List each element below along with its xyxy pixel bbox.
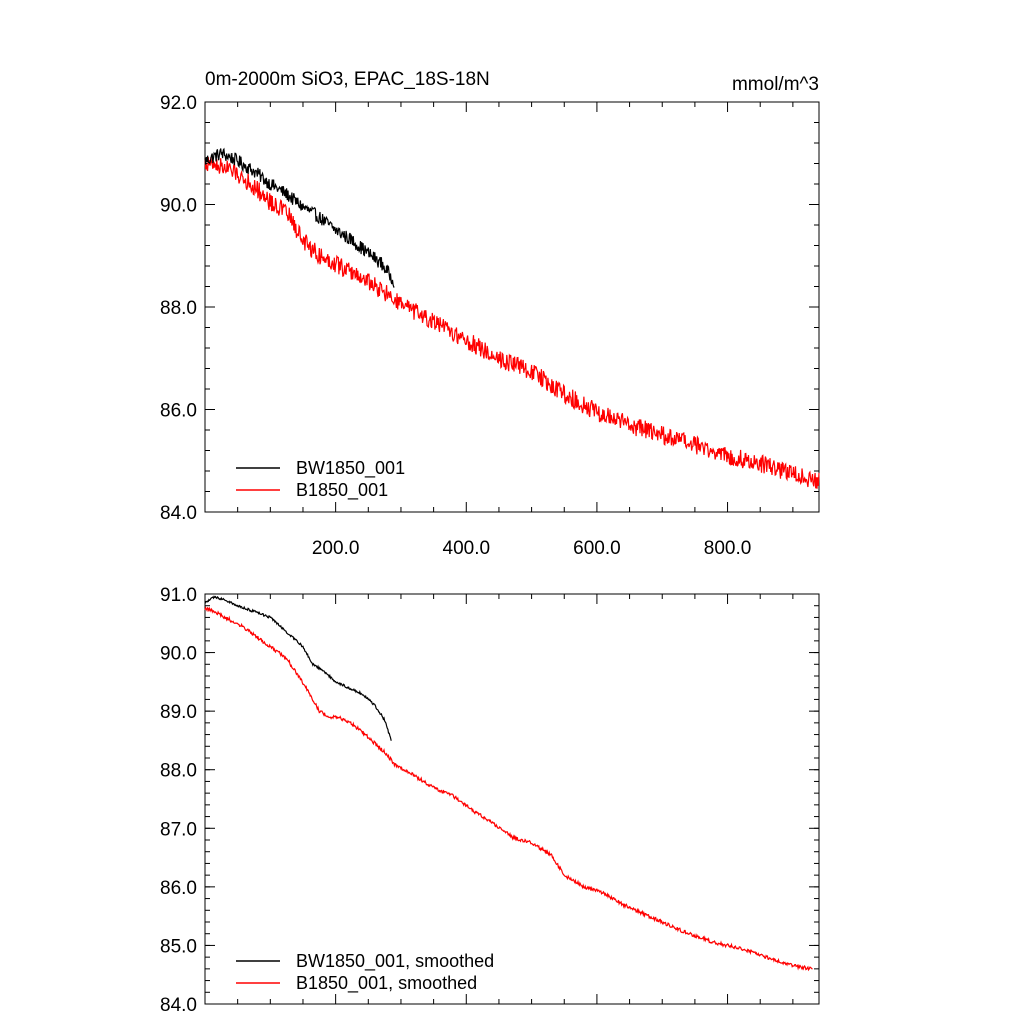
top-legend: BW1850_001 B1850_001 (236, 458, 405, 501)
series-line-b1850-001 (204, 157, 820, 489)
series-line-b1850-001-smoothed (204, 606, 813, 972)
series-line-bw1850-001-smoothed (204, 595, 392, 741)
bottom-panel: 84.0 85.0 86.0 87.0 88.0 89.0 90.0 91.0 BW1850_… (160, 585, 820, 1016)
y-tick-label: 84.0 (160, 995, 197, 1016)
bottom-plot-frame (204, 593, 820, 1005)
bottom-axis-ticks: 84.0 85.0 86.0 87.0 88.0 89.0 90.0 91.0 (160, 585, 819, 1016)
top-chart-title: 0m-2000m SiO3, EPAC_18S-18N (205, 69, 490, 90)
bottom-series-group (204, 595, 813, 972)
bottom-legend: BW1850_001, smoothed B1850_001, smoothed (236, 951, 494, 994)
x-tick-label: 600.0 (573, 538, 621, 559)
x-tick-label: 200.0 (312, 538, 360, 559)
y-tick-label: 92.0 (160, 93, 197, 114)
y-tick-label: 91.0 (160, 585, 197, 606)
series-line-bw1850-001 (204, 147, 395, 288)
top-units-label: mmol/m^3 (732, 74, 819, 95)
y-tick-label: 90.0 (160, 196, 197, 217)
top-axis-ticks: 84.0 86.0 88.0 90.0 92.0 200.0 400.0 600.0 800.0 (160, 93, 819, 559)
y-tick-label: 88.0 (160, 761, 197, 782)
top-panel: 0m-2000m SiO3, EPAC_18S-18N mmol/m^3 84.… (160, 69, 820, 559)
legend-label-b1850: B1850_001 (296, 480, 388, 501)
y-tick-label: 86.0 (160, 401, 197, 422)
legend-label-bw1850-smoothed: BW1850_001, smoothed (296, 951, 494, 972)
top-plot-frame (204, 101, 820, 513)
y-tick-label: 90.0 (160, 644, 197, 665)
y-tick-label: 89.0 (160, 702, 197, 723)
y-tick-label: 84.0 (160, 503, 197, 524)
legend-label-b1850-smoothed: B1850_001, smoothed (296, 973, 477, 994)
legend-label-bw1850: BW1850_001 (296, 458, 405, 479)
y-tick-label: 88.0 (160, 298, 197, 319)
y-tick-label: 87.0 (160, 819, 197, 840)
x-tick-label: 800.0 (704, 538, 752, 559)
top-series-group (204, 147, 820, 489)
x-tick-label: 400.0 (443, 538, 491, 559)
y-tick-label: 85.0 (160, 936, 197, 957)
y-tick-label: 86.0 (160, 878, 197, 899)
